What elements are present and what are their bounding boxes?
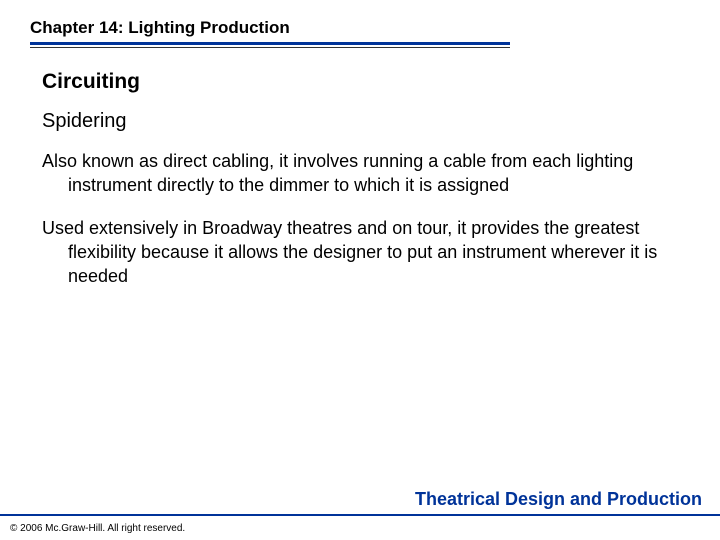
paragraph-1-text: Also known as direct cabling, it involve… <box>42 149 680 198</box>
book-title: Theatrical Design and Production <box>415 489 702 510</box>
subsection-title: Spidering <box>42 110 680 133</box>
paragraph-2-text: Used extensively in Broadway theatres an… <box>42 216 680 289</box>
paragraph-2: Used extensively in Broadway theatres an… <box>42 216 680 289</box>
copyright-text: © 2006 Mc.Graw-Hill. All right reserved. <box>10 523 185 534</box>
slide-header: Chapter 14: Lighting Production <box>0 0 720 38</box>
header-divider-thick <box>30 42 510 45</box>
paragraph-1: Also known as direct cabling, it involve… <box>42 149 680 198</box>
content-area: Circuiting Spidering Also known as direc… <box>0 48 720 288</box>
section-title: Circuiting <box>42 70 680 94</box>
footer-divider <box>0 514 720 516</box>
chapter-title: Chapter 14: Lighting Production <box>30 18 720 38</box>
